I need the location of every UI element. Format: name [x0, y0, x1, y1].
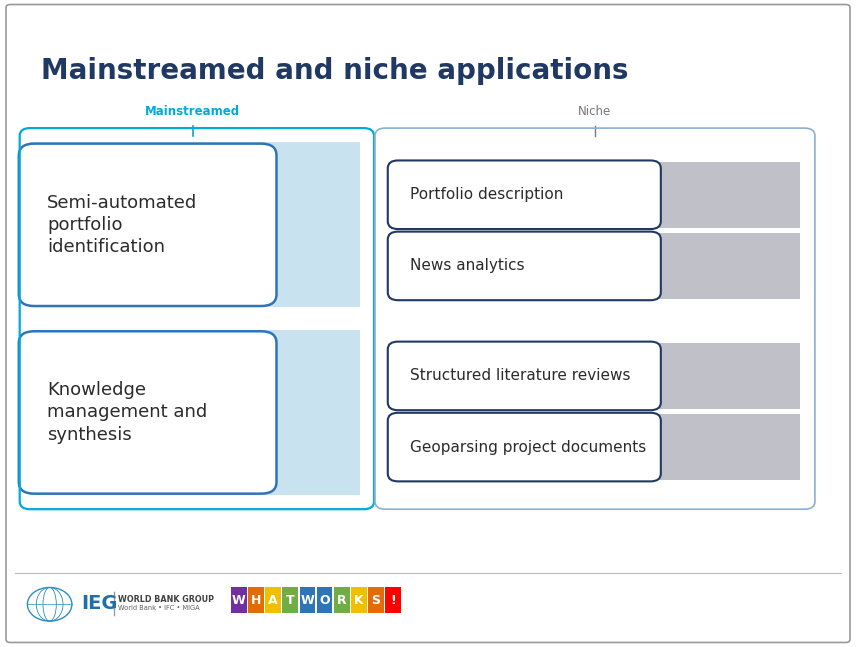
Text: A: A	[269, 594, 278, 607]
Bar	[351, 587, 366, 613]
Text: R: R	[337, 594, 347, 607]
FancyBboxPatch shape	[30, 142, 360, 307]
Text: T: T	[286, 594, 294, 607]
Text: Structured literature reviews: Structured literature reviews	[410, 368, 631, 384]
FancyBboxPatch shape	[389, 414, 800, 480]
Bar	[385, 587, 401, 613]
Text: News analytics: News analytics	[410, 258, 525, 274]
Text: W: W	[300, 594, 314, 607]
Text: Mainstreamed and niche applications: Mainstreamed and niche applications	[41, 57, 628, 85]
Bar	[248, 587, 264, 613]
Bar	[282, 587, 298, 613]
Text: !: !	[390, 594, 396, 607]
Bar	[368, 587, 383, 613]
FancyBboxPatch shape	[388, 160, 661, 229]
FancyBboxPatch shape	[6, 5, 850, 642]
Bar	[317, 587, 332, 613]
Bar	[334, 587, 349, 613]
FancyBboxPatch shape	[388, 413, 661, 481]
FancyBboxPatch shape	[388, 342, 661, 410]
Text: Geoparsing project documents: Geoparsing project documents	[410, 439, 646, 455]
FancyBboxPatch shape	[389, 343, 800, 409]
Text: WORLD BANK GROUP: WORLD BANK GROUP	[118, 595, 214, 604]
Text: S: S	[372, 594, 380, 607]
Text: Portfolio description: Portfolio description	[410, 187, 563, 203]
Text: Mainstreamed: Mainstreamed	[145, 105, 241, 118]
Text: Semi-automated
portfolio
identification: Semi-automated portfolio identification	[47, 193, 198, 256]
Text: K: K	[354, 594, 364, 607]
FancyBboxPatch shape	[388, 232, 661, 300]
FancyBboxPatch shape	[389, 233, 800, 299]
Text: W: W	[232, 594, 246, 607]
Bar	[300, 587, 315, 613]
Text: IEG: IEG	[81, 593, 118, 613]
Text: World Bank • IFC • MIGA: World Bank • IFC • MIGA	[118, 605, 199, 611]
Bar	[265, 587, 281, 613]
Text: H: H	[251, 594, 261, 607]
Text: Niche: Niche	[579, 105, 611, 118]
Text: Knowledge
management and
synthesis: Knowledge management and synthesis	[47, 381, 207, 444]
Bar	[231, 587, 247, 613]
Text: O: O	[319, 594, 330, 607]
FancyBboxPatch shape	[389, 162, 800, 228]
FancyBboxPatch shape	[19, 144, 276, 306]
FancyBboxPatch shape	[19, 331, 276, 494]
FancyBboxPatch shape	[30, 330, 360, 495]
